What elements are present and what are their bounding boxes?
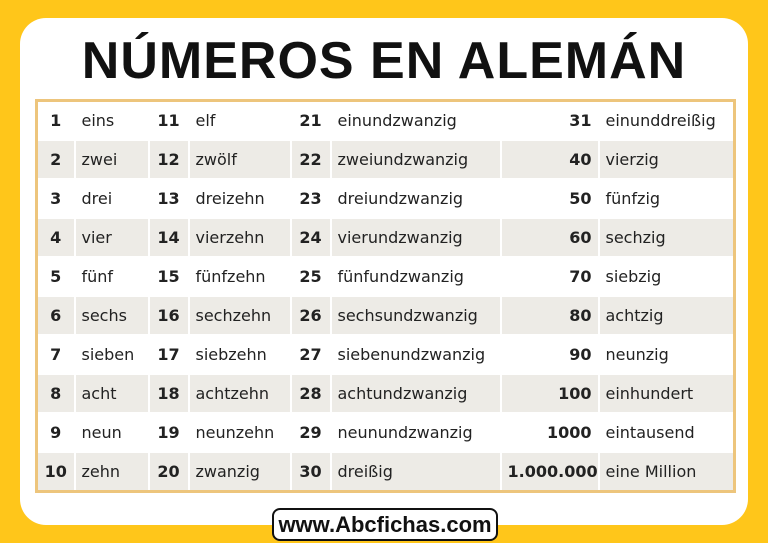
number-cell: 23 <box>289 179 331 219</box>
number-cell: 1 <box>35 100 75 141</box>
word-cell: neunzehn <box>187 413 291 453</box>
word-cell: eins <box>73 100 149 141</box>
word-cell: siebenundzwanzig <box>329 335 501 375</box>
word-cell: achtzehn <box>187 374 291 414</box>
word-cell: vierzehn <box>187 218 291 258</box>
word-cell: zweiundzwanzig <box>329 140 501 180</box>
number-cell: 19 <box>147 413 189 453</box>
number-cell: 26 <box>289 296 331 336</box>
word-cell: fünf <box>73 257 149 297</box>
word-cell: zwölf <box>187 140 291 180</box>
number-table: 1 eins 11 elf 21 einundzwanzig 31 einunddreißig… <box>35 99 736 493</box>
number-cell: 21 <box>289 100 331 141</box>
number-cell: 4 <box>35 218 75 258</box>
number-cell: 11 <box>147 100 189 141</box>
word-cell: neun <box>73 413 149 453</box>
word-cell: dreizehn <box>187 179 291 219</box>
word-cell: einunddreißig <box>597 100 735 141</box>
table-row: 4 vier 14 vierzehn 24 vierundzwanzig 60 sechzig <box>35 218 735 258</box>
word-cell: acht <box>73 374 149 414</box>
number-cell: 12 <box>147 140 189 180</box>
word-cell: fünfundzwanzig <box>329 257 501 297</box>
word-cell: achtundzwanzig <box>329 374 501 414</box>
word-cell: sechs <box>73 296 149 336</box>
word-cell: dreiundzwanzig <box>329 179 501 219</box>
number-cell: 13 <box>147 179 189 219</box>
word-cell: zehn <box>73 452 149 493</box>
number-cell: 10 <box>35 452 75 493</box>
number-cell: 8 <box>35 374 75 414</box>
number-cell: 90 <box>499 335 599 375</box>
word-cell: siebzehn <box>187 335 291 375</box>
word-cell: eine Million <box>597 452 735 493</box>
website-url: www.Abcfichas.com <box>272 508 498 541</box>
number-cell: 22 <box>289 140 331 180</box>
table-row: 8 acht 18 achtzehn 28 achtundzwanzig 100 einhun… <box>35 374 735 414</box>
number-cell: 7 <box>35 335 75 375</box>
number-cell: 14 <box>147 218 189 258</box>
word-cell: fünfzehn <box>187 257 291 297</box>
word-cell: vierzig <box>597 140 735 180</box>
number-cell: 16 <box>147 296 189 336</box>
word-cell: fünfzig <box>597 179 735 219</box>
table-row: 9 neun 19 neunzehn 29 neunundzwanzig 1000 einta… <box>35 413 735 453</box>
number-cell: 50 <box>499 179 599 219</box>
word-cell: neunzig <box>597 335 735 375</box>
word-cell: achtzig <box>597 296 735 336</box>
word-cell: zwanzig <box>187 452 291 493</box>
number-cell: 80 <box>499 296 599 336</box>
table-row: 3 drei 13 dreizehn 23 dreiundzwanzig 50 fünfzig <box>35 179 735 219</box>
word-cell: siebzig <box>597 257 735 297</box>
number-cell: 60 <box>499 218 599 258</box>
number-cell: 27 <box>289 335 331 375</box>
number-cell: 28 <box>289 374 331 414</box>
word-cell: sechzehn <box>187 296 291 336</box>
number-cell: 1000 <box>499 413 599 453</box>
word-cell: sieben <box>73 335 149 375</box>
number-cell: 29 <box>289 413 331 453</box>
table-row: 10 zehn 20 zwanzig 30 dreißig 1.000.000 eine Mi… <box>35 452 735 493</box>
number-cell: 15 <box>147 257 189 297</box>
number-cell: 20 <box>147 452 189 493</box>
number-cell: 5 <box>35 257 75 297</box>
word-cell: vier <box>73 218 149 258</box>
number-cell: 6 <box>35 296 75 336</box>
number-cell: 1.000.000 <box>499 452 599 493</box>
word-cell: einhundert <box>597 374 735 414</box>
table-row: 1 eins 11 elf 21 einundzwanzig 31 einunddreißig <box>35 100 735 141</box>
number-cell: 40 <box>499 140 599 180</box>
number-cell: 3 <box>35 179 75 219</box>
number-cell: 25 <box>289 257 331 297</box>
table-row: 6 sechs 16 sechzehn 26 sechsundzwanzig 80 achtz… <box>35 296 735 336</box>
word-cell: drei <box>73 179 149 219</box>
number-cell: 9 <box>35 413 75 453</box>
word-cell: neunundzwanzig <box>329 413 501 453</box>
word-cell: vierundzwanzig <box>329 218 501 258</box>
number-cell: 31 <box>499 100 599 141</box>
word-cell: elf <box>187 100 291 141</box>
number-cell: 2 <box>35 140 75 180</box>
number-cell: 100 <box>499 374 599 414</box>
word-cell: einundzwanzig <box>329 100 501 141</box>
number-cell: 30 <box>289 452 331 493</box>
word-cell: dreißig <box>329 452 501 493</box>
table-row: 7 sieben 17 siebzehn 27 siebenundzwanzig 90 neu… <box>35 335 735 375</box>
number-cell: 24 <box>289 218 331 258</box>
table-row: 2 zwei 12 zwölf 22 zweiundzwanzig 40 vierzig <box>35 140 735 180</box>
word-cell: sechsundzwanzig <box>329 296 501 336</box>
number-cell: 17 <box>147 335 189 375</box>
number-cell: 18 <box>147 374 189 414</box>
word-cell: sechzig <box>597 218 735 258</box>
table-row: 5 fünf 15 fünfzehn 25 fünfundzwanzig 70 siebzig <box>35 257 735 297</box>
word-cell: eintausend <box>597 413 735 453</box>
number-cell: 70 <box>499 257 599 297</box>
word-cell: zwei <box>73 140 149 180</box>
title: NÚMEROS EN ALEMÁN <box>81 32 687 90</box>
